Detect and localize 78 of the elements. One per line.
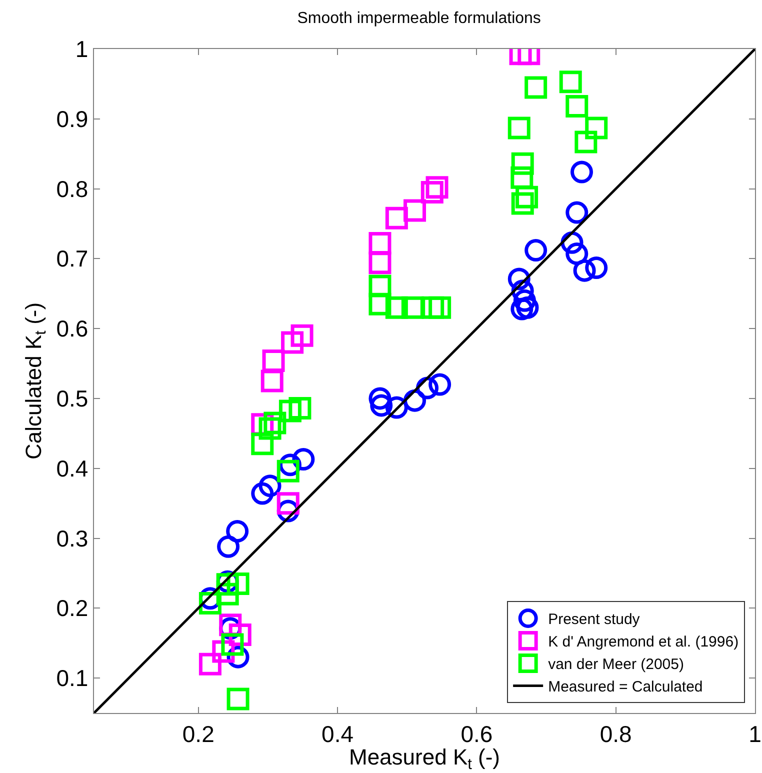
point	[198, 592, 222, 615]
point	[401, 296, 424, 319]
point	[217, 535, 240, 558]
point	[420, 181, 444, 204]
point	[212, 640, 235, 663]
point	[385, 206, 408, 230]
point	[226, 688, 250, 710]
y-tick-label: 0.2	[56, 595, 88, 622]
legend-label: Present study	[548, 611, 640, 628]
point	[251, 482, 274, 505]
point	[251, 432, 274, 456]
legend-label: van der Meer (2005)	[548, 656, 684, 674]
legend-label: K d' Angremond et al. (1996)	[548, 634, 739, 651]
point	[368, 292, 392, 316]
y-tick-label: 0.6	[56, 316, 88, 342]
point	[566, 242, 588, 266]
point	[260, 370, 284, 392]
point	[288, 397, 312, 420]
x-tick-label: 1	[748, 720, 762, 747]
point	[368, 252, 392, 274]
point	[198, 652, 222, 676]
point	[508, 116, 530, 140]
point	[570, 160, 593, 184]
point	[516, 296, 539, 319]
x-tick-label: 0.6	[460, 720, 493, 747]
point	[221, 633, 244, 656]
point	[516, 186, 538, 208]
point	[585, 116, 608, 140]
point	[510, 298, 534, 320]
point	[226, 572, 250, 595]
chart-title: Smooth impermeable formulations	[297, 10, 541, 27]
y-tick-label: 1	[75, 36, 88, 62]
x-axis-title: Measured K$_{t}$ (-)	[349, 744, 500, 773]
point	[264, 412, 286, 434]
point	[368, 387, 392, 410]
y-tick-label: 0.3	[56, 525, 88, 552]
point	[262, 349, 285, 372]
point	[385, 396, 408, 419]
y-tick-label: 0.8	[56, 176, 88, 202]
point	[508, 268, 530, 290]
point	[566, 95, 588, 118]
point	[428, 296, 452, 319]
point	[426, 176, 448, 199]
point	[524, 76, 548, 99]
legend-label: Measured = Calculated	[548, 678, 703, 696]
x-tick-label: 0.4	[322, 720, 354, 747]
point	[574, 130, 598, 154]
x-tick-label: 0.2	[182, 720, 214, 747]
point	[281, 331, 304, 354]
point	[511, 152, 534, 175]
point	[278, 400, 302, 422]
point	[573, 259, 596, 282]
point	[228, 623, 252, 646]
point	[370, 394, 393, 417]
point	[404, 199, 426, 222]
point	[385, 296, 408, 319]
point	[368, 274, 392, 298]
y-tick-label: 0.7	[56, 246, 88, 272]
point	[524, 239, 548, 262]
point	[511, 192, 534, 215]
y-tick-label: 0.4	[56, 455, 88, 482]
point	[428, 373, 452, 396]
point	[290, 324, 314, 347]
x-tick-label: 0.8	[600, 720, 632, 747]
point	[585, 256, 608, 280]
point	[258, 474, 282, 498]
point	[566, 201, 588, 224]
point	[276, 492, 300, 515]
y-tick-label: 0.9	[56, 106, 88, 132]
y-tick-label: 0.1	[56, 665, 88, 692]
point	[226, 520, 249, 543]
point	[258, 417, 282, 440]
y-tick-label: 0.5	[56, 386, 88, 412]
point	[216, 582, 239, 606]
point	[559, 70, 582, 94]
point	[513, 289, 536, 312]
point	[510, 166, 534, 189]
point	[276, 460, 300, 482]
